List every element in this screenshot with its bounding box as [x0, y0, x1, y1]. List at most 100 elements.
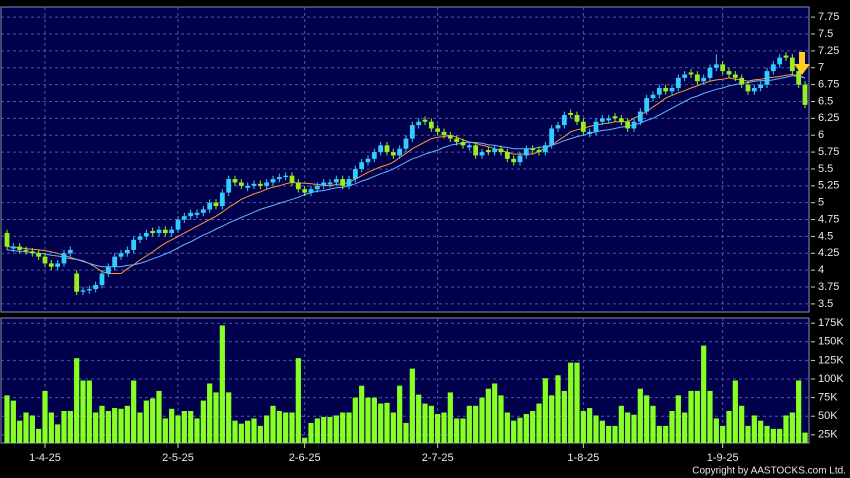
volume-bar — [511, 420, 517, 443]
volume-bar — [435, 413, 441, 443]
volume-bar — [789, 412, 795, 443]
candle-body — [378, 145, 384, 153]
candle-body — [441, 131, 447, 136]
volume-bar — [352, 397, 358, 443]
volume-bar — [359, 385, 365, 443]
volume-bar — [194, 418, 200, 443]
volume-bar — [226, 392, 232, 443]
volume-bar — [162, 418, 168, 443]
candle-body — [346, 179, 352, 186]
candle-body — [371, 152, 377, 159]
volume-bar — [251, 418, 257, 443]
candle-body — [29, 251, 35, 254]
volume-bar — [99, 405, 105, 443]
candle-body — [675, 77, 681, 88]
y-tick-label: 3.5 — [818, 298, 833, 310]
ma-line — [6, 73, 806, 274]
candle-body — [688, 72, 694, 75]
candle-body — [593, 121, 599, 132]
candle-body — [542, 145, 548, 153]
candle-body — [213, 202, 219, 207]
candle-body — [517, 155, 523, 163]
candle-body — [390, 152, 396, 156]
volume-bar — [213, 392, 219, 443]
y-tick-label: 50K — [818, 410, 838, 422]
volume-bar — [283, 412, 289, 443]
volume-bar — [365, 397, 371, 443]
volume-bar — [257, 425, 263, 443]
candle-body — [713, 64, 719, 68]
candle-body — [283, 175, 289, 178]
volume-bar — [384, 402, 390, 443]
volume-bar — [574, 362, 580, 443]
volume-bar — [207, 383, 213, 443]
volume-bar — [631, 414, 637, 443]
y-tick-label: 7.25 — [818, 45, 839, 57]
volume-bar — [770, 428, 776, 443]
candle-body — [86, 289, 92, 291]
volume-bar — [663, 425, 669, 443]
volume-bar — [568, 362, 574, 443]
candle-body — [194, 212, 200, 215]
volume-bar — [321, 416, 327, 443]
volume-bar — [751, 415, 757, 443]
candle-body — [340, 179, 346, 186]
y-tick-label: 5.25 — [818, 180, 839, 192]
candle-body — [447, 135, 453, 139]
x-tick-label: 2-7-25 — [422, 452, 454, 464]
volume-bar — [460, 418, 466, 443]
candle-body — [156, 229, 162, 234]
volume-bar — [276, 411, 282, 443]
y-tick-label: 4 — [818, 264, 824, 276]
candle-body — [789, 57, 795, 72]
candle-body — [612, 116, 618, 119]
volume-bar — [10, 400, 16, 443]
candle-body — [169, 229, 175, 234]
volume-bar — [764, 425, 770, 443]
volume-bar — [802, 432, 808, 443]
volume-bar — [55, 424, 61, 443]
candle-body — [137, 236, 143, 240]
candle-body — [422, 119, 428, 122]
volume-bar — [688, 390, 694, 443]
candle-body — [770, 64, 776, 72]
volume-bar — [118, 408, 124, 443]
candle-body — [644, 98, 650, 112]
volume-bar — [156, 390, 162, 443]
plot-layer: 3.5 3.75 4 4.25 4.5 4.75 5 5.25 5.5 5.75 6 6.25 6.5 6… — [1, 7, 844, 464]
candle-body — [23, 249, 29, 252]
volume-bar — [36, 428, 42, 443]
volume-bar — [485, 388, 491, 443]
volume-bar — [707, 390, 713, 443]
y-tick-label: 75K — [818, 392, 838, 404]
volume-bar — [466, 405, 472, 443]
volume-bar — [137, 412, 143, 443]
y-tick-label: 5.75 — [818, 146, 839, 158]
y-tick-label: 6.5 — [818, 95, 833, 107]
volume-bar — [593, 415, 599, 443]
candle-body — [587, 131, 593, 134]
candle-body — [48, 263, 54, 267]
volume-bar — [517, 417, 523, 443]
candle-body — [403, 138, 409, 149]
volume-bar — [245, 420, 251, 443]
candle-body — [36, 253, 42, 257]
ma-line — [6, 75, 806, 268]
candle-body — [454, 138, 460, 142]
volume-bar — [669, 411, 675, 443]
candle-body — [479, 152, 485, 156]
volume-bar — [74, 358, 80, 443]
volume-bar — [270, 405, 276, 443]
candle-body — [397, 148, 403, 156]
volume-bar — [618, 405, 624, 443]
volume-bar — [694, 390, 700, 443]
volume-bar — [169, 408, 175, 443]
candle-body — [701, 77, 707, 82]
volume-bar — [17, 420, 23, 443]
volume-bar — [61, 411, 67, 443]
candle-body — [321, 182, 327, 186]
candle-body — [162, 229, 168, 234]
candle-body — [365, 158, 371, 163]
candle-body — [682, 74, 688, 78]
volume-bar — [48, 412, 54, 443]
